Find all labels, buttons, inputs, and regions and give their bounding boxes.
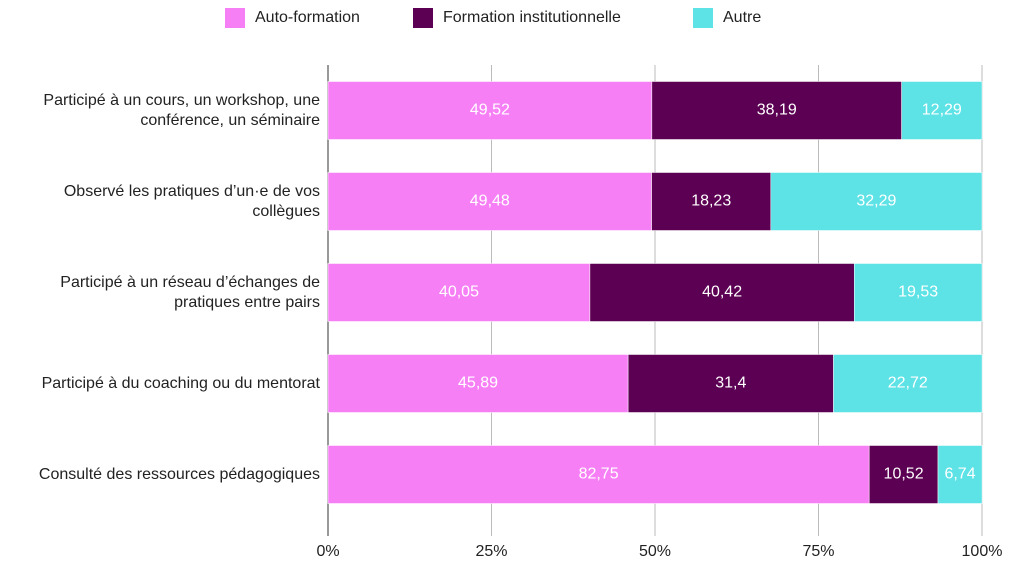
bar-segment [327, 354, 629, 413]
y-tick-label: Participé à du coaching ou du mentorat [41, 374, 320, 392]
x-tick-label: 100% [962, 543, 1003, 560]
category-label-box: Participé à un cours, un workshop, une c… [43, 91, 320, 129]
legend-label: Autre [723, 9, 761, 26]
category-label-box: Participé à un réseau d’échanges de prat… [60, 273, 320, 311]
bar-segment [833, 354, 983, 413]
x-tick-label: 0% [316, 543, 339, 560]
bar-segment [627, 354, 834, 413]
data-label: 6,74 [944, 466, 975, 483]
data-label: 31,4 [715, 375, 746, 392]
data-label: 49,52 [470, 102, 510, 119]
bar-segment [770, 172, 983, 231]
bar-segment [651, 81, 902, 140]
legend-label: Formation institutionnelle [443, 9, 621, 26]
y-tick-label: Observé les pratiques d’un·e de vos coll… [63, 182, 320, 220]
bar-segment [327, 81, 653, 140]
bar-segment [327, 445, 870, 504]
legend-item: Auto-formation [225, 8, 360, 28]
category-label-box: Observé les pratiques d’un·e de vos coll… [63, 182, 320, 220]
legend-item: Formation institutionnelle [413, 8, 621, 28]
bar-segment [901, 81, 983, 140]
category-label-box: Consulté des ressources pédagogiques [38, 465, 320, 483]
bar-segment [327, 263, 591, 322]
data-label: 32,29 [856, 193, 896, 210]
legend-swatch [413, 8, 433, 28]
bar-segment [937, 445, 983, 504]
bar-segment [327, 172, 652, 231]
data-label: 18,23 [691, 193, 731, 210]
data-label: 82,75 [579, 466, 619, 483]
data-label: 19,53 [898, 284, 938, 301]
data-label: 12,29 [922, 102, 962, 119]
x-tick-label: 25% [475, 543, 507, 560]
legend-swatch [225, 8, 245, 28]
x-tick-label: 50% [639, 543, 671, 560]
y-tick-label: Participé à un cours, un workshop, une c… [43, 91, 320, 129]
bar-segment [868, 445, 939, 504]
y-tick-label: Consulté des ressources pédagogiques [38, 465, 320, 483]
data-label: 49,48 [470, 193, 510, 210]
y-tick-label: Participé à un réseau d’échanges de prat… [60, 273, 320, 311]
data-label: 40,05 [439, 284, 479, 301]
data-label: 40,42 [702, 284, 742, 301]
data-label: 38,19 [757, 102, 797, 119]
legend-swatch [693, 8, 713, 28]
legend-item: Autre [693, 8, 761, 28]
bar-segment [854, 263, 983, 322]
x-tick-label: 75% [802, 543, 834, 560]
data-label: 45,89 [458, 375, 498, 392]
bar-segment [651, 172, 772, 231]
legend-label: Auto-formation [255, 9, 360, 26]
data-label: 10,52 [884, 466, 924, 483]
category-label-box: Participé à du coaching ou du mentorat [41, 374, 320, 392]
data-label: 22,72 [888, 375, 928, 392]
